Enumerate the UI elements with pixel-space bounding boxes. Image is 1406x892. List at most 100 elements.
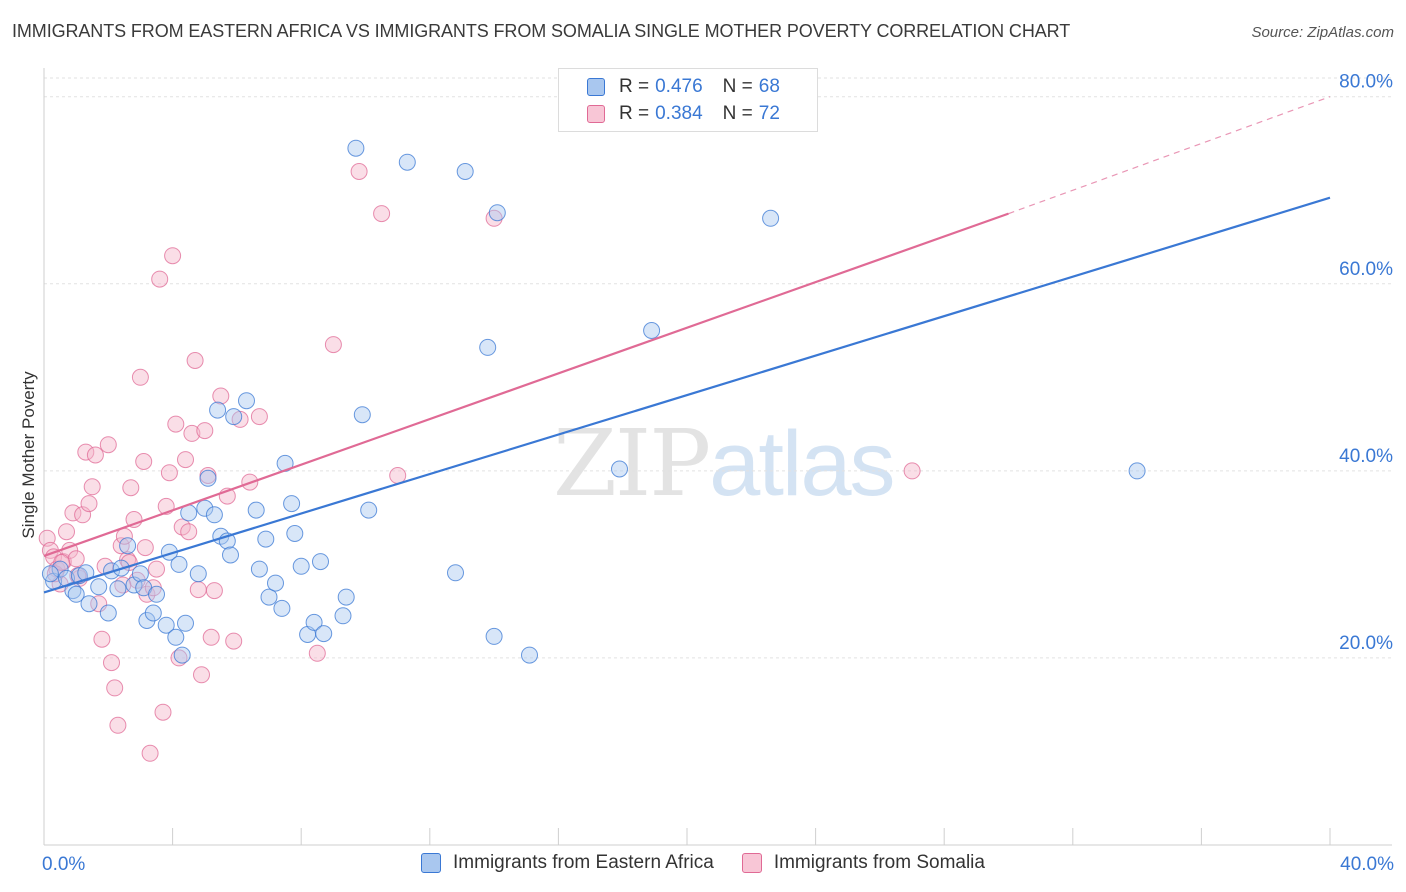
data-point-eastern-africa [225, 408, 243, 426]
data-point-eastern-africa [485, 627, 503, 645]
data-point-eastern-africa [67, 585, 85, 603]
trend-line-eastern-africa [43, 196, 1331, 594]
data-point-eastern-africa [611, 460, 628, 478]
data-point-eastern-africa [762, 209, 780, 227]
data-point-eastern-africa [643, 322, 661, 339]
data-point-eastern-africa [456, 163, 474, 180]
data-point-somalia [106, 679, 124, 697]
data-point-eastern-africa [131, 565, 149, 583]
legend-swatch-somalia [741, 853, 762, 873]
data-point-eastern-africa [267, 574, 284, 592]
data-point-eastern-africa [347, 139, 365, 157]
data-point-eastern-africa [90, 578, 108, 596]
data-point-somalia [93, 630, 111, 648]
legend-item-somalia[interactable]: Immigrants from Somalia [741, 852, 985, 874]
data-point-eastern-africa [286, 525, 304, 542]
data-point-eastern-africa [312, 553, 329, 571]
legend-r-value-eastern-africa: 0.476 [655, 76, 703, 97]
data-point-somalia [485, 209, 503, 227]
data-point-somalia [80, 495, 98, 513]
data-point-eastern-africa [238, 392, 255, 410]
data-point-eastern-africa [41, 565, 59, 583]
data-point-eastern-africa [77, 564, 95, 582]
data-point-eastern-africa [398, 153, 416, 171]
x-tick-label: 0.0% [42, 854, 85, 875]
legend-n-label: N = [722, 103, 753, 124]
data-point-eastern-africa [144, 604, 162, 622]
y-tick-label: 60.0% [1339, 259, 1393, 280]
watermark: ZIPatlas [553, 410, 896, 517]
data-point-somalia [136, 539, 154, 557]
data-point-eastern-africa [479, 338, 497, 356]
data-point-eastern-africa [177, 614, 194, 632]
data-point-somalia [189, 581, 207, 599]
data-point-eastern-africa [170, 555, 188, 573]
trend-line-somalia [43, 212, 1009, 558]
y-tick-label: 80.0% [1339, 72, 1393, 93]
data-point-eastern-africa [360, 501, 378, 519]
data-point-eastern-africa [99, 604, 117, 622]
data-point-eastern-africa [353, 406, 371, 424]
data-point-eastern-africa [167, 628, 185, 646]
data-point-somalia [164, 247, 182, 265]
legend-swatch-eastern-africa [421, 853, 442, 873]
data-point-eastern-africa [315, 625, 333, 643]
data-point-eastern-africa [488, 204, 506, 222]
data-point-eastern-africa [260, 588, 278, 606]
data-point-somalia [177, 451, 194, 469]
data-point-somalia [196, 422, 214, 440]
data-point-somalia [83, 478, 101, 496]
data-point-eastern-africa [209, 401, 227, 419]
data-point-somalia [154, 703, 172, 721]
data-point-eastern-africa [51, 560, 69, 578]
data-point-eastern-africa [148, 585, 165, 603]
data-point-somalia [202, 628, 220, 646]
legend-label-somalia: Immigrants from Somalia [773, 852, 985, 873]
data-point-somalia [170, 649, 188, 667]
data-point-eastern-africa [80, 595, 98, 613]
data-point-eastern-africa [189, 565, 207, 583]
data-point-eastern-africa [109, 580, 127, 598]
data-point-somalia [99, 436, 117, 454]
data-point-somalia [58, 523, 75, 541]
data-point-eastern-africa [1128, 462, 1146, 480]
data-point-somalia [160, 464, 178, 482]
data-point-somalia [308, 644, 326, 662]
data-point-somalia [103, 654, 120, 672]
trend-extension-somalia [1008, 96, 1331, 215]
data-point-somalia [225, 632, 243, 650]
data-point-somalia [212, 387, 230, 405]
data-point-eastern-africa [334, 607, 352, 625]
legend-n-label: N = [722, 76, 753, 97]
source-label: Source: ZipAtlas.com [1251, 24, 1394, 41]
data-point-somalia [77, 443, 95, 461]
data-point-eastern-africa [257, 530, 275, 548]
data-point-somalia [903, 462, 921, 480]
data-point-somalia [350, 163, 368, 180]
legend-swatch-eastern-africa [587, 78, 605, 96]
data-point-somalia [148, 560, 165, 578]
data-point-somalia [324, 336, 342, 354]
legend-item-eastern-africa[interactable]: Immigrants from Eastern Africa [421, 852, 714, 874]
data-point-eastern-africa [305, 613, 323, 631]
data-point-eastern-africa [292, 557, 310, 575]
chart-title: IMMIGRANTS FROM EASTERN AFRICA VS IMMIGR… [12, 21, 1071, 41]
data-point-somalia [53, 554, 71, 571]
legend-swatch-somalia [587, 105, 605, 123]
data-point-eastern-africa [250, 560, 268, 578]
data-point-eastern-africa [337, 588, 355, 606]
data-point-somalia [167, 415, 185, 433]
data-point-somalia [141, 744, 159, 762]
legend-r-value-somalia: 0.384 [655, 103, 703, 124]
data-point-eastern-africa [222, 546, 239, 564]
watermark-atlas: atlas [709, 413, 895, 515]
data-point-somalia [180, 523, 198, 541]
legend-r-label: R = [619, 76, 650, 97]
data-point-eastern-africa [205, 506, 223, 524]
data-point-eastern-africa [196, 499, 214, 517]
data-point-eastern-africa [199, 469, 217, 487]
data-point-somalia [151, 270, 169, 288]
legend-r-label: R = [619, 103, 650, 124]
data-point-eastern-africa [447, 564, 464, 582]
